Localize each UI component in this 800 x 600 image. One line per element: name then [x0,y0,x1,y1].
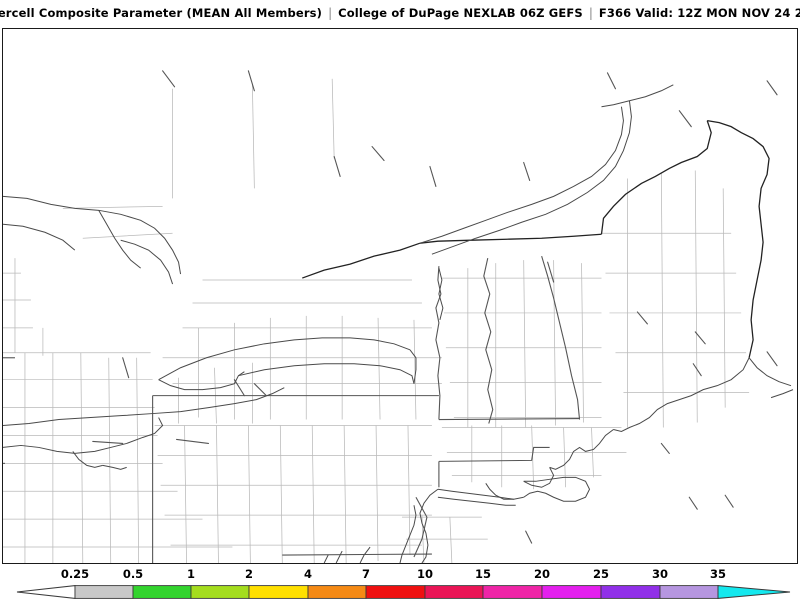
colorbar-tick-7: 15 [474,567,492,581]
state-boundaries [3,255,581,563]
title-separator-1: | [328,6,333,20]
colorbar-swatch-2-to-4 [248,585,309,599]
title-parameter: Supercell Composite Parameter (MEAN All … [0,6,323,20]
map-panel[interactable] [2,28,798,564]
colorbar-tick-8: 20 [533,567,551,581]
colorbar-tick-5: 7 [361,567,371,581]
colorbar-swatches [0,585,800,599]
colorbar-under-swatch [16,585,76,599]
colorbar-svg [16,585,791,599]
colorbar-swatch-10-to-15 [424,585,484,599]
colorbar-tick-10: 30 [651,567,669,581]
colorbar-tick-9: 25 [592,567,610,581]
colorbar-tick-6: 10 [416,567,434,581]
wind-barbs [92,70,778,544]
colorbar-segment-group [74,585,719,599]
colorbar-swatch-20-to-25 [541,585,602,599]
colorbar-swatch-0.25-to-0.5 [74,585,134,599]
colorbar-tick-4: 4 [303,567,313,581]
county-boundaries [3,78,750,563]
colorbar-tick-2: 1 [186,567,196,581]
colorbar-tick-0: 0.25 [60,567,90,581]
map-canvas[interactable] [3,29,797,563]
colorbar-swatch-25-to-30 [600,585,661,599]
colorbar-under-arrow [16,585,76,599]
colorbar-swatch-7-to-10 [365,585,426,599]
colorbar-tick-labels: 0.25 0.5 1 2 4 7 10 15 20 25 30 35 [0,566,800,584]
colorbar-tick-1: 0.5 [122,567,144,581]
colorbar-over-arrow [717,585,791,599]
international-boundary [302,120,770,358]
colorbar: 0.25 0.5 1 2 4 7 10 15 20 25 30 35 [0,566,800,600]
title-bar: Supercell Composite Parameter (MEAN All … [0,0,800,26]
colorbar-tick-11: 35 [709,567,727,581]
title-source: College of DuPage NEXLAB 06Z GEFS [338,6,583,20]
colorbar-swatch-4-to-7 [307,585,367,599]
title-separator-2: | [588,6,593,20]
colorbar-over-swatch [717,585,791,599]
colorbar-swatch-30-to-35 [659,585,719,599]
colorbar-swatch-15-to-20 [482,585,543,599]
coastlines-and-lakes [3,84,794,563]
colorbar-tick-3: 2 [244,567,254,581]
colorbar-swatch-0.5-to-1 [132,585,192,599]
colorbar-swatch-1-to-2 [190,585,250,599]
